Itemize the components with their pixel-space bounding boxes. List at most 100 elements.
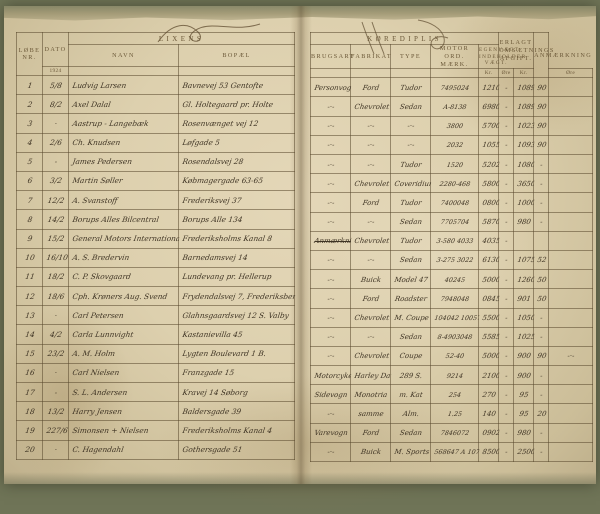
row-type: Model 47 [388,269,433,289]
row-egenvaegt-kr: 0845 [476,288,501,308]
left-page-table: Løbe Nr. Dato LIXENS Navn Bopæl [14,32,297,460]
row-bopael: Barnedamsvej 14 [176,248,297,268]
header-motor-nr: Motor Ord. Mærk. [430,43,479,70]
row-lobe-nr: 13 [14,305,45,325]
row-type: Tudor [388,231,433,251]
row-fabrikat: Chevrolet [348,308,393,328]
header-navn-label: Navn [112,52,135,59]
row-motor-nr: 40245 [428,269,481,289]
row-fabrikat: samme [348,403,393,424]
header-bopael: Bopæl [177,44,296,67]
table-row: 5- James Pedersen Rosendalsvej 28 [14,152,297,172]
header-egenvaegt-ore: Øre [498,68,515,79]
row-bopael: Købmagergade 63-65 [176,171,297,191]
table-row: 18 13/2 Harry Jensen Baldersgade 39 [14,401,297,421]
table-row: -·- -·- -·- 2032 1055-1093 90 [308,135,595,155]
row-brugsart: -·- [308,212,353,232]
row-motor-nr: 568647 A 10753 [428,442,481,462]
row-dato: 16/10 [40,248,71,268]
row-fabrikat: Harley Davidson [348,365,393,385]
row-dato: 23/2 [40,344,71,364]
row-type: Sedan [388,250,433,270]
table-row: -·- Buick M. Sports 568647 A 10753 8500-2500… [308,442,595,462]
row-egenvaegt-kr: 5800 [476,173,501,193]
row-type: Roadster [388,288,433,308]
row-afgift-kr: 1025 [512,327,536,347]
row-dato: · [40,113,71,134]
row-type: Tudor [388,192,433,213]
row-type: Coveridium [388,173,433,193]
row-anmaerkning [547,77,595,97]
row-motor-nr: 7846072 [428,423,481,443]
row-lobe-nr: 3 [14,113,45,134]
table-row: 1 5/8 Ludvig Larsen Bavnevej 53 Gentofte [14,75,297,95]
header-navn: Navn [68,44,179,67]
header-dato-year: 1924 [42,66,69,76]
table-row: 7 12/2 A. Svanstoff Frederiksvej 37 [14,190,297,210]
table-row: -·- Chevrolet Coveridium 2280-468 5800-3650- [308,173,595,193]
row-bopael: Rosenvænget vej 12 [176,113,297,134]
row-lobe-nr: 2 [14,94,45,114]
row-fabrikat: Buick [348,269,393,289]
row-lobe-nr: 7 [14,190,45,210]
row-navn: Axel Dalal [66,94,181,114]
row-type: Alm. [388,403,433,424]
row-motor-nr: 3-580 4033 [428,231,481,251]
row-afgift-kr: 1080 [512,154,536,174]
row-egenvaegt-kr: 6980 [476,96,501,117]
row-type: Sedan [388,423,433,443]
table-row: 2 8/2 Axel Dalal Gl. Holtegaard pr. Holte [14,94,297,114]
row-egenvaegt-kr: 5870 [476,212,501,232]
row-bopael: Gothersgade 51 [176,440,297,460]
row-brugsart: -·- [308,116,353,136]
row-dato: 15/2 [40,229,71,249]
row-fabrikat: Ford [348,77,393,97]
table-row: 8 14/2 Borups Alles Bilcentral Borups Alle … [14,209,297,229]
row-fabrikat: Chevrolet [348,173,393,193]
row-fabrikat: -·- [348,154,393,174]
row-lobe-nr: 4 [14,133,45,153]
row-brugsart: Varevogn [308,423,353,443]
header-anmaerkning-label: Anmærkning [534,51,593,59]
row-motor-nr: 9214 [428,365,481,385]
row-egenvaegt-kr: 5202 [476,154,501,174]
row-anmaerkning [547,365,595,385]
table-row: Personvogn Ford Tudor 7495024 1210-1089 90 [308,77,595,97]
row-afgift-kr: 980 [512,423,536,443]
header-afgift-kr: Kr. [513,68,535,79]
header-bopael-label: Bopæl [222,52,251,59]
table-row: 14 4/2 Carla Lunnvight Kastanievilla 45 [14,324,297,345]
row-bopael: Bavnevej 53 Gentofte [176,75,297,95]
row-anmaerkning [547,192,595,213]
row-egenvaegt-kr: 4035 [476,231,501,251]
row-motor-nr: 3800 [428,116,481,136]
row-dato: 5/8 [40,75,71,95]
row-navn: Harry Jensen [66,401,181,421]
row-afgift-kr: 901 [512,288,536,308]
row-fabrikat: Buick [348,442,393,462]
row-egenvaegt-kr: 140 [476,403,501,424]
row-anmaerkning: -·- [547,346,595,366]
row-egenvaegt-kr: 0800 [476,192,501,213]
row-anmaerkning [547,288,595,308]
row-motor-nr: 1.25 [428,403,481,424]
table-row: Motorcykel Harley Davidson 289 S. 9214 2100-… [308,365,595,385]
row-navn: C. P. Skovgaard [66,267,181,287]
table-row: 12 18/6 Cph. Krøners Aug. Svend Frydendalsv… [14,286,297,306]
row-dato: - [40,382,71,402]
row-afgift-kr: 1023 [512,116,536,136]
table-row: -·- Chevrolet Coupe 52-40 5000-900 90 -·- [308,346,595,366]
header-dato: Dato [42,32,69,67]
row-brugsart: Anmærkning [308,231,353,251]
row-type: -·- [388,116,433,136]
row-motor-nr: 7400048 [428,192,481,213]
table-row: 4 2/6 Ch. Knudsen Løfgade 5 [14,133,297,153]
row-type: -·- [388,135,433,155]
row-anmaerkning [547,308,595,328]
row-egenvaegt-kr: 6130 [476,250,501,270]
row-motor-nr: 7705704 [428,212,481,232]
row-fabrikat: Ford [348,423,393,443]
row-afgift-kr: 2500 [512,442,536,462]
